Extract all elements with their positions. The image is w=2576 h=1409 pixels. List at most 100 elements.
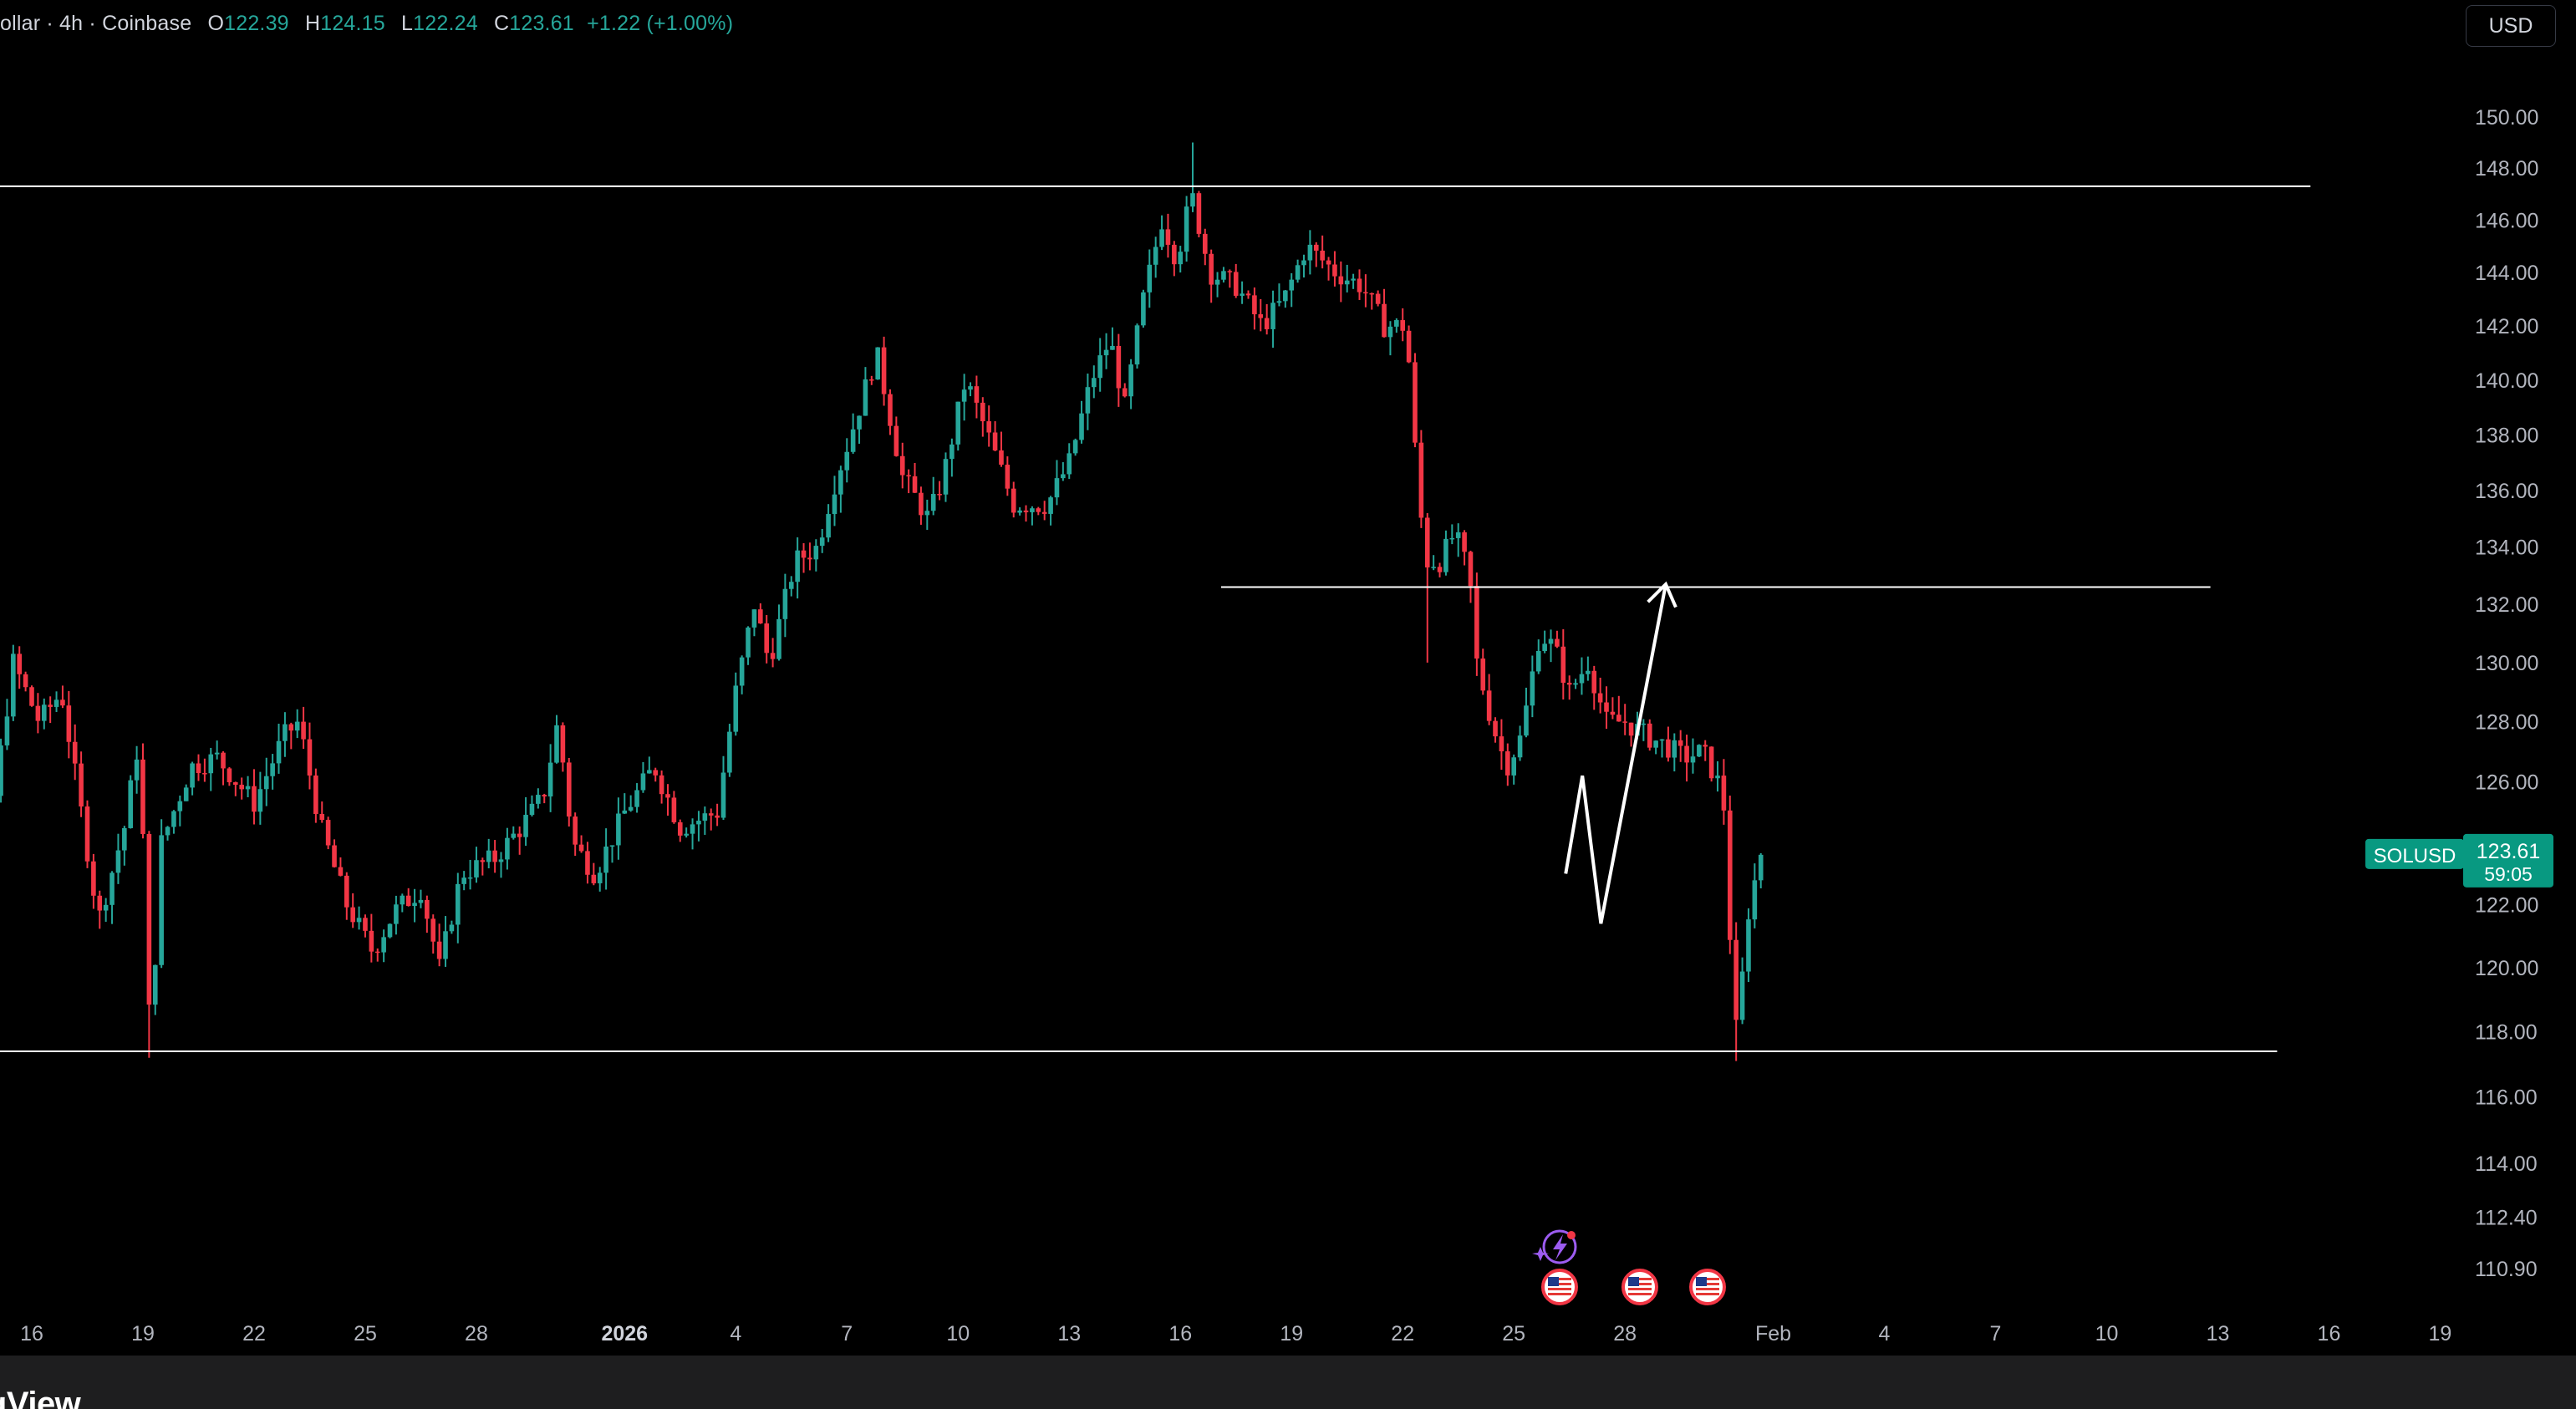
candle-body xyxy=(1147,264,1153,292)
candle xyxy=(628,795,634,812)
candle-body xyxy=(560,725,566,763)
candle-body xyxy=(1258,314,1264,318)
candle-body xyxy=(1196,193,1202,234)
candle xyxy=(202,758,207,782)
candle-body xyxy=(684,833,689,836)
candle-body xyxy=(1301,260,1306,266)
candle xyxy=(640,761,646,793)
candle xyxy=(647,756,652,774)
candle-body xyxy=(702,813,708,821)
us-flag-icon[interactable] xyxy=(1689,1269,1726,1305)
candle-body xyxy=(974,386,980,403)
time-tick-label: 10 xyxy=(946,1322,970,1345)
price-tick-label: 128.00 xyxy=(2475,711,2538,735)
candle-body xyxy=(782,588,788,619)
candle xyxy=(1641,719,1647,741)
candle-body xyxy=(1141,292,1146,326)
candle-body xyxy=(486,850,491,862)
candle-body xyxy=(196,763,201,774)
candle xyxy=(968,382,973,397)
candle xyxy=(1517,725,1523,761)
candle xyxy=(115,833,121,884)
candle-body xyxy=(1499,736,1504,752)
candle-body xyxy=(1610,711,1616,715)
candle xyxy=(1320,235,1325,269)
symbol-tag-label: SOLUSD xyxy=(2374,845,2456,867)
candle xyxy=(819,528,825,553)
candle-body xyxy=(152,964,158,1005)
candle-body xyxy=(41,704,47,721)
candle xyxy=(715,803,720,827)
currency-button[interactable]: USD xyxy=(2466,5,2556,47)
candle xyxy=(1394,318,1399,333)
candle-body xyxy=(937,494,942,496)
candle xyxy=(128,775,134,829)
candle xyxy=(53,691,59,712)
candle-body xyxy=(881,347,887,394)
candle xyxy=(1295,259,1301,283)
candle xyxy=(1357,269,1362,300)
low-label: L xyxy=(401,12,414,35)
candle xyxy=(696,811,701,842)
price-tick-label: 148.00 xyxy=(2475,157,2538,181)
candle-body xyxy=(17,654,23,674)
candle-body xyxy=(1240,293,1245,296)
candle-body xyxy=(758,609,763,623)
candle-body xyxy=(53,699,59,707)
candle xyxy=(1227,269,1233,288)
candle xyxy=(1505,743,1510,786)
candle xyxy=(782,573,788,638)
price-tick-label: 136.00 xyxy=(2475,480,2538,503)
candle-body xyxy=(1122,388,1128,397)
candle xyxy=(912,462,918,494)
projection-path[interactable] xyxy=(1564,583,1667,924)
candle-body xyxy=(1326,260,1331,265)
time-axis[interactable]: 16 19 22 25 28 2026 4 7 10 13 16 19 22 25 28 Feb 4 7 10 13 1… xyxy=(20,1322,2451,1345)
candle xyxy=(196,754,201,781)
time-tick-label: 7 xyxy=(841,1322,853,1345)
candle-body xyxy=(109,872,115,905)
candle xyxy=(746,626,751,665)
lightning-event-icon[interactable] xyxy=(1532,1229,1577,1264)
candle xyxy=(1677,730,1683,762)
candle xyxy=(369,913,374,963)
candle xyxy=(1369,292,1375,310)
candle-body xyxy=(1357,278,1362,292)
candle-body xyxy=(659,775,664,795)
candle-body xyxy=(547,762,553,797)
candle-body xyxy=(1116,345,1122,389)
candle-body xyxy=(1264,318,1270,329)
candle-body xyxy=(1245,293,1251,296)
candle xyxy=(239,777,245,800)
candle xyxy=(536,788,541,809)
candle xyxy=(888,389,893,435)
candle xyxy=(1468,550,1474,603)
candle xyxy=(1178,246,1184,273)
symbol-tag: SOLUSD xyxy=(2365,838,2464,869)
candle xyxy=(733,672,739,736)
candle xyxy=(1017,507,1022,516)
us-flag-icon[interactable] xyxy=(1541,1269,1578,1305)
candle-body xyxy=(597,872,603,883)
candle-body xyxy=(319,813,325,821)
candle xyxy=(1721,759,1727,825)
candle xyxy=(430,914,436,954)
price-axis[interactable]: 150.00 148.00 146.00 144.00 142.00 140.00 138.… xyxy=(2475,106,2538,1281)
close-label: C xyxy=(493,12,510,35)
candle-body xyxy=(1178,252,1184,265)
candle xyxy=(1597,677,1603,714)
candle xyxy=(1061,462,1066,481)
us-flag-icon[interactable] xyxy=(1621,1269,1658,1305)
candle-body xyxy=(239,785,245,790)
candle xyxy=(1011,481,1016,518)
time-tick-label: 13 xyxy=(2207,1322,2230,1345)
candle xyxy=(974,375,980,419)
candle xyxy=(764,614,770,664)
candle-body xyxy=(394,904,399,924)
candle-body xyxy=(97,895,103,911)
candle xyxy=(770,638,776,668)
candle xyxy=(1252,287,1257,330)
candle-body xyxy=(498,859,504,862)
candle xyxy=(1036,506,1041,516)
